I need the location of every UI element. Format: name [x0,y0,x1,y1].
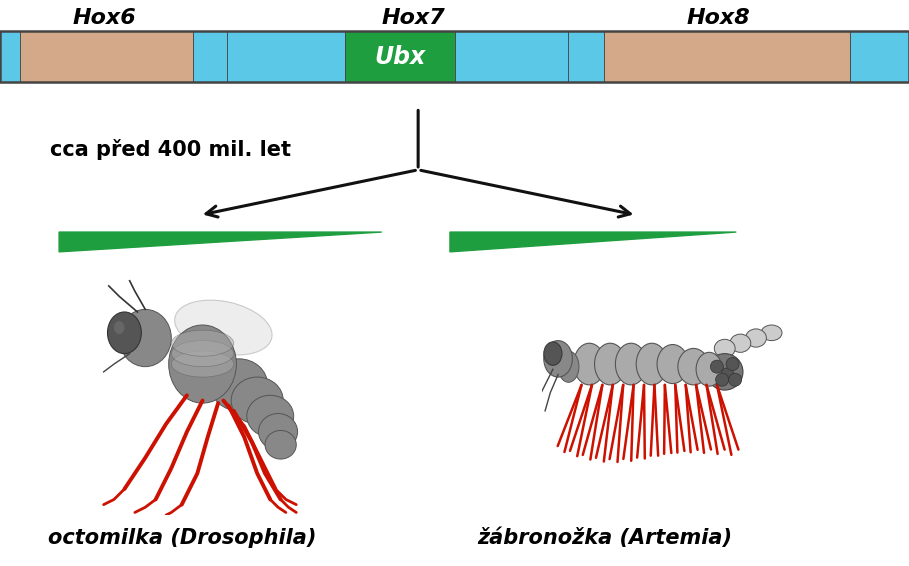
Bar [193,31,227,82]
Polygon shape [450,232,736,252]
Ellipse shape [114,321,125,334]
Text: Hox7: Hox7 [382,8,445,28]
Ellipse shape [119,310,171,367]
Ellipse shape [171,330,234,356]
Ellipse shape [574,343,605,385]
Ellipse shape [745,329,766,347]
Bar [227,31,345,82]
Ellipse shape [558,351,579,382]
Ellipse shape [678,349,709,385]
Ellipse shape [171,341,234,367]
Ellipse shape [544,341,573,377]
Ellipse shape [171,351,234,377]
Ellipse shape [247,395,294,437]
Text: cca před 400 mil. let: cca před 400 mil. let [50,139,291,161]
Text: žábronožka (Artemia): žábronožka (Artemia) [477,528,732,548]
Circle shape [729,373,742,386]
Circle shape [721,368,734,381]
Ellipse shape [258,414,297,450]
Bar [345,31,454,82]
Text: Hox6: Hox6 [73,8,136,28]
Bar [20,31,193,82]
Circle shape [726,358,739,371]
Polygon shape [59,232,382,252]
Bar [850,31,909,82]
Text: Hox8: Hox8 [686,8,750,28]
Bar [604,31,850,82]
Bar [454,31,568,82]
Ellipse shape [169,325,236,403]
Ellipse shape [175,300,272,355]
Ellipse shape [706,354,743,390]
Ellipse shape [615,343,646,385]
Ellipse shape [714,340,735,358]
Ellipse shape [231,377,284,424]
Bar [0,31,909,82]
Ellipse shape [594,343,625,385]
Ellipse shape [730,334,751,352]
Circle shape [711,360,724,373]
Ellipse shape [172,340,223,367]
Ellipse shape [636,343,667,385]
Ellipse shape [696,352,722,386]
Ellipse shape [107,312,142,354]
Ellipse shape [265,430,296,459]
Ellipse shape [544,342,562,366]
Ellipse shape [657,345,688,384]
Text: octomilka (Drosophila): octomilka (Drosophila) [47,528,316,548]
Ellipse shape [761,325,782,341]
Circle shape [715,373,729,386]
Text: Ubx: Ubx [375,45,425,68]
Bar [0,31,20,82]
Ellipse shape [210,359,267,411]
Bar [568,31,604,82]
